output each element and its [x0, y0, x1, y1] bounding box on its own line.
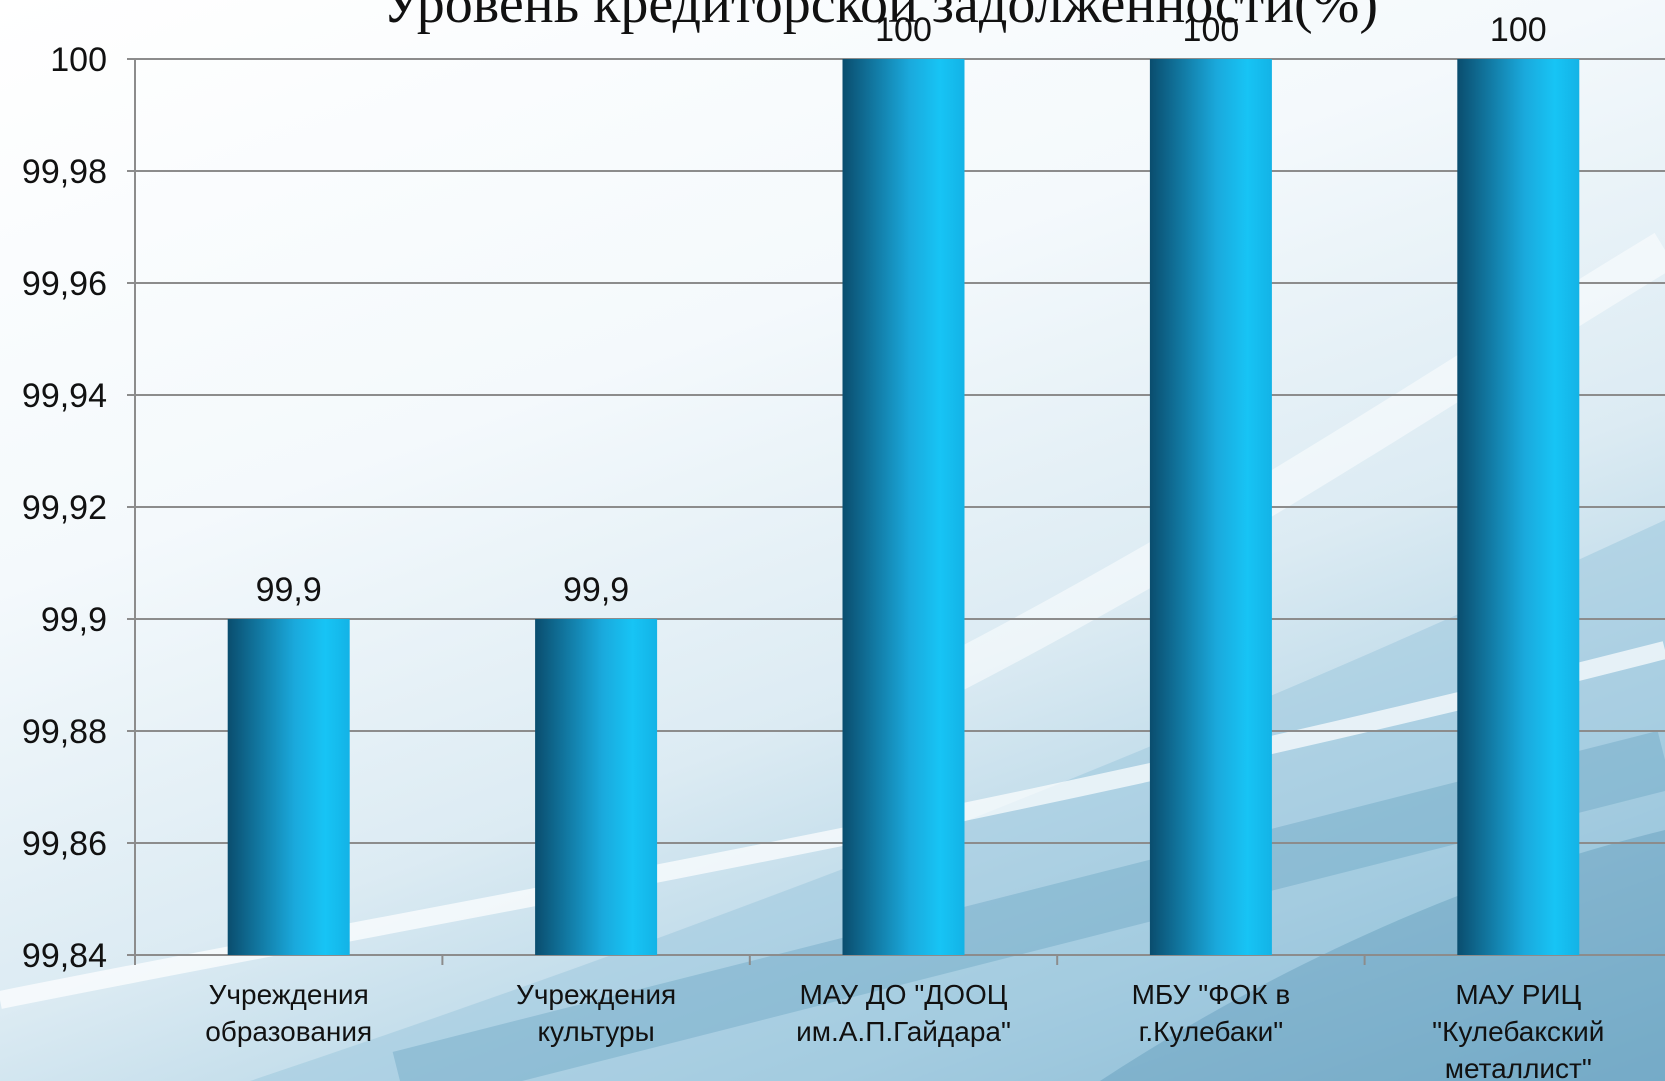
x-tick-label: им.А.П.Гайдара" — [796, 1016, 1011, 1047]
y-tick-label: 99,88 — [22, 713, 107, 751]
y-tick-label: 99,86 — [22, 825, 107, 863]
x-tick-label: МАУ РИЦ — [1455, 979, 1581, 1010]
bars — [227, 59, 1580, 955]
x-tick-label: "Кулебакский — [1432, 1016, 1604, 1047]
y-tick-label: 99,94 — [22, 377, 107, 415]
data-label: 100 — [875, 11, 932, 49]
data-label: 100 — [1490, 11, 1547, 49]
x-tick-label: Учреждения — [209, 979, 369, 1010]
x-tick-label: образования — [205, 1016, 372, 1047]
x-tick-label: МАУ ДО "ДООЦ — [799, 979, 1007, 1010]
data-label: 99,9 — [256, 571, 322, 609]
chart-title: Уровень кредиторской задолженности(%) — [382, 0, 1378, 35]
y-tick-label: 100 — [50, 41, 107, 79]
bar — [1457, 59, 1580, 955]
y-tick-label: 99,92 — [22, 489, 107, 527]
bar — [227, 619, 350, 955]
bar — [842, 59, 965, 955]
bar — [535, 619, 658, 955]
y-tick-label: 99,98 — [22, 153, 107, 191]
y-tick-label: 99,84 — [22, 937, 107, 975]
x-tick-label: металлист" — [1445, 1053, 1592, 1081]
x-tick-label: культуры — [537, 1016, 654, 1047]
x-tick-label: МБУ "ФОК в — [1132, 979, 1291, 1010]
bar — [1149, 59, 1272, 955]
data-label: 99,9 — [563, 571, 629, 609]
y-tick-label: 99,96 — [22, 265, 107, 303]
x-tick-label: Учреждения — [516, 979, 676, 1010]
x-tick-label: г.Кулебаки" — [1139, 1016, 1284, 1047]
y-tick-label: 99,9 — [41, 601, 107, 639]
labels: 100 99,98 99,96 99,94 99,92 99,9 99,88 99,86 99,… — [22, 11, 1605, 1081]
data-label: 100 — [1183, 11, 1240, 49]
